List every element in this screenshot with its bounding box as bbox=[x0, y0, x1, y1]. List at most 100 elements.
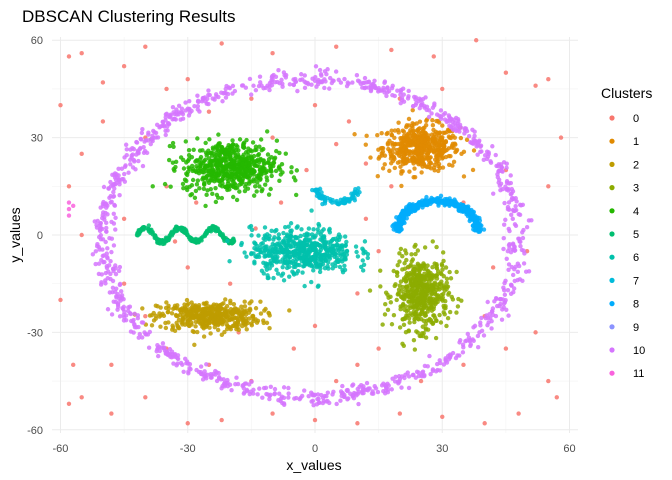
point-cluster-2 bbox=[228, 300, 233, 306]
point-cluster-1 bbox=[375, 133, 380, 138]
point-cluster-0 bbox=[312, 323, 318, 329]
point-cluster-10 bbox=[261, 385, 267, 391]
point-cluster-1 bbox=[389, 128, 394, 133]
point-cluster-3 bbox=[428, 296, 434, 302]
point-cluster-10 bbox=[106, 269, 111, 274]
point-cluster-10 bbox=[471, 136, 476, 142]
point-cluster-4 bbox=[242, 184, 248, 190]
point-cluster-1 bbox=[443, 139, 449, 145]
point-cluster-4 bbox=[254, 189, 259, 194]
point-cluster-6 bbox=[310, 235, 315, 240]
point-cluster-5 bbox=[193, 239, 198, 245]
point-cluster-10 bbox=[170, 104, 176, 110]
point-cluster-6 bbox=[316, 223, 322, 228]
legend-label-1: 1 bbox=[633, 136, 639, 148]
point-cluster-4 bbox=[241, 152, 246, 157]
point-cluster-4 bbox=[227, 155, 233, 160]
point-cluster-10 bbox=[187, 98, 192, 104]
legend-label-0: 0 bbox=[633, 113, 639, 125]
point-cluster-10 bbox=[178, 117, 183, 122]
point-cluster-10 bbox=[246, 382, 252, 387]
point-cluster-0 bbox=[516, 411, 521, 416]
point-cluster-3 bbox=[410, 257, 416, 262]
point-cluster-10 bbox=[203, 99, 208, 104]
point-cluster-2 bbox=[247, 306, 253, 311]
point-cluster-4 bbox=[237, 189, 242, 194]
point-cluster-3 bbox=[431, 313, 437, 318]
point-cluster-2 bbox=[192, 342, 197, 348]
point-cluster-10 bbox=[112, 203, 118, 208]
point-cluster-2 bbox=[180, 320, 185, 325]
point-cluster-6 bbox=[261, 260, 266, 265]
point-cluster-10 bbox=[136, 335, 141, 340]
point-cluster-10 bbox=[516, 236, 522, 242]
point-cluster-4 bbox=[190, 166, 196, 172]
point-cluster-2 bbox=[157, 314, 162, 319]
point-cluster-6 bbox=[273, 254, 278, 260]
point-cluster-10 bbox=[96, 261, 102, 266]
point-cluster-10 bbox=[114, 181, 119, 186]
point-cluster-3 bbox=[419, 289, 424, 294]
point-cluster-6 bbox=[274, 267, 279, 273]
point-cluster-0 bbox=[143, 313, 148, 319]
point-cluster-1 bbox=[380, 166, 386, 171]
point-cluster-2 bbox=[175, 324, 181, 329]
legend-label-9: 9 bbox=[633, 322, 639, 334]
point-cluster-3 bbox=[447, 309, 453, 315]
point-cluster-3 bbox=[423, 321, 428, 327]
point-cluster-10 bbox=[501, 305, 506, 310]
point-cluster-3 bbox=[394, 297, 399, 303]
point-cluster-2 bbox=[251, 318, 256, 324]
point-cluster-0 bbox=[397, 411, 403, 416]
point-cluster-6 bbox=[317, 269, 323, 275]
point-cluster-10 bbox=[162, 124, 167, 129]
point-cluster-10 bbox=[489, 326, 494, 331]
point-cluster-10 bbox=[101, 253, 107, 258]
point-cluster-10 bbox=[219, 90, 224, 95]
point-cluster-1 bbox=[400, 169, 405, 174]
legend-label-3: 3 bbox=[633, 183, 639, 195]
point-cluster-10 bbox=[240, 83, 246, 88]
point-cluster-10 bbox=[122, 171, 127, 177]
point-cluster-8 bbox=[472, 228, 478, 233]
point-cluster-10 bbox=[476, 139, 482, 145]
point-cluster-1 bbox=[388, 148, 393, 153]
point-cluster-4 bbox=[233, 171, 238, 177]
point-cluster-10 bbox=[444, 119, 449, 125]
point-cluster-10 bbox=[270, 76, 275, 82]
point-cluster-6 bbox=[225, 238, 230, 244]
point-cluster-6 bbox=[289, 260, 294, 266]
point-cluster-1 bbox=[392, 165, 398, 171]
point-cluster-4 bbox=[236, 148, 241, 153]
point-cluster-10 bbox=[504, 256, 509, 261]
point-cluster-8 bbox=[407, 210, 412, 215]
point-cluster-0 bbox=[355, 421, 360, 426]
point-cluster-1 bbox=[401, 158, 407, 163]
x-tick-label: -30 bbox=[180, 443, 196, 455]
point-cluster-10 bbox=[493, 313, 499, 319]
point-cluster-2 bbox=[183, 306, 189, 311]
point-cluster-1 bbox=[400, 128, 405, 133]
point-cluster-0 bbox=[376, 346, 381, 351]
point-cluster-6 bbox=[287, 274, 292, 279]
point-cluster-4 bbox=[203, 176, 209, 181]
point-cluster-1 bbox=[405, 157, 410, 162]
point-cluster-3 bbox=[401, 343, 406, 348]
point-cluster-10 bbox=[277, 391, 282, 396]
point-cluster-10 bbox=[172, 111, 178, 117]
point-cluster-3 bbox=[423, 335, 429, 340]
point-cluster-6 bbox=[256, 233, 261, 238]
point-cluster-10 bbox=[117, 192, 122, 198]
point-cluster-10 bbox=[101, 184, 107, 190]
point-cluster-10 bbox=[300, 77, 305, 82]
point-cluster-10 bbox=[226, 85, 231, 90]
point-cluster-4 bbox=[229, 144, 235, 150]
point-cluster-8 bbox=[438, 193, 444, 199]
point-cluster-10 bbox=[401, 99, 407, 104]
point-cluster-10 bbox=[287, 82, 293, 87]
point-cluster-1 bbox=[396, 130, 401, 135]
point-cluster-4 bbox=[269, 154, 274, 160]
y-tick-label: 30 bbox=[31, 133, 43, 145]
point-cluster-5 bbox=[160, 241, 166, 247]
point-cluster-2 bbox=[178, 309, 184, 315]
